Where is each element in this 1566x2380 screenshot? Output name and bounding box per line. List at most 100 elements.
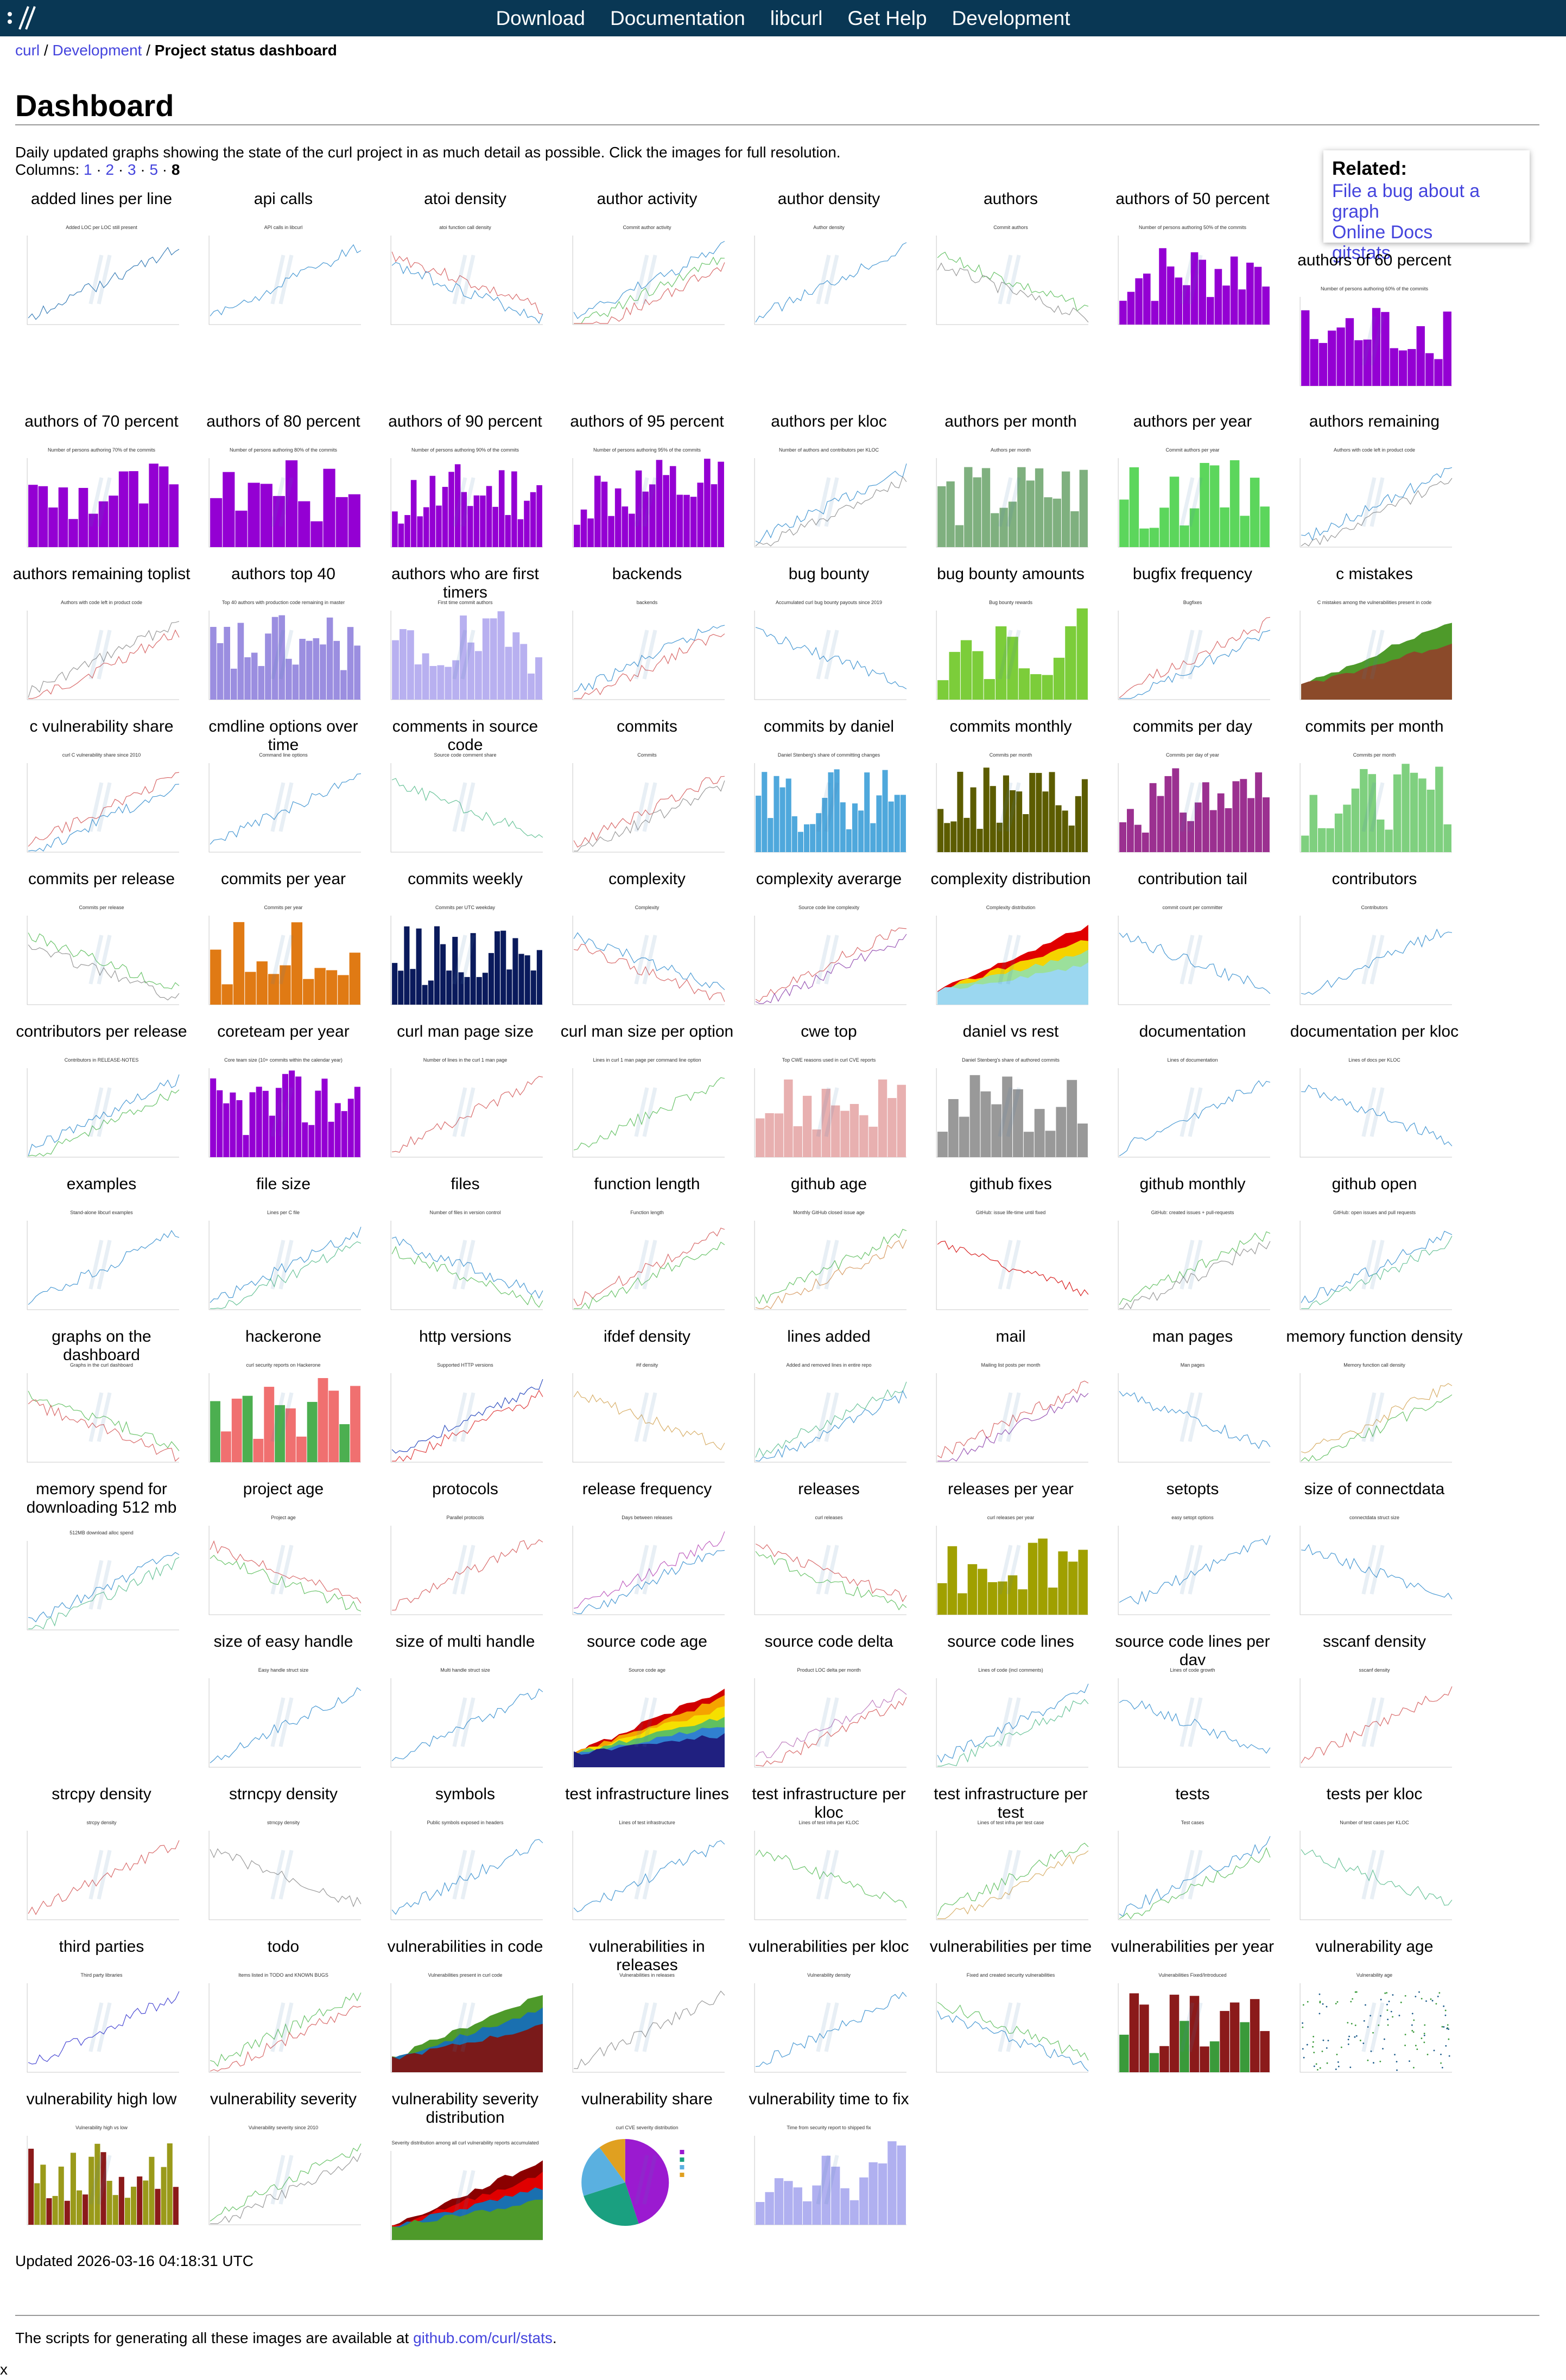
graph-thumbnail[interactable]: backends	[565, 598, 729, 709]
graph-thumbnail[interactable]: Monthly GitHub closed issue age	[747, 1208, 911, 1319]
graph-thumbnail[interactable]: easy setopt options	[1111, 1513, 1275, 1624]
graph-thumbnail[interactable]: Project age	[201, 1513, 365, 1624]
graph-thumbnail[interactable]: Lines in curl 1 man page per command lin…	[565, 1055, 729, 1166]
graph-thumbnail[interactable]: commit count per committer	[1111, 903, 1275, 1014]
graph-thumbnail[interactable]: Fixed and created security vulnerabiliti…	[929, 1970, 1093, 2081]
graph-thumbnail[interactable]: GitHub: issue life-time until fixed	[929, 1208, 1093, 1319]
graph-thumbnail[interactable]: strncpy density	[201, 1818, 365, 1929]
graph-thumbnail[interactable]: Vulnerabilities in releases	[565, 1970, 729, 2081]
graph-thumbnail[interactable]: Lines of test infrastructure	[565, 1818, 729, 1929]
graph-thumbnail[interactable]: curl security reports on Hackerone	[201, 1360, 365, 1471]
graph-thumbnail[interactable]: Number of lines in the curl 1 man page	[383, 1055, 547, 1166]
graph-thumbnail[interactable]: Command line options	[201, 750, 365, 861]
graph-thumbnail[interactable]: Man pages	[1111, 1360, 1275, 1471]
graph-thumbnail[interactable]: Commits	[565, 750, 729, 861]
graph-thumbnail[interactable]: connectdata struct size	[1292, 1513, 1456, 1624]
nav-get-help[interactable]: Get Help	[847, 7, 927, 29]
graph-thumbnail[interactable]: Added and removed lines in entire repo	[747, 1360, 911, 1471]
graph-thumbnail[interactable]: Multi handle struct size	[383, 1665, 547, 1776]
graph-thumbnail[interactable]: curl C vulnerability share since 2010	[20, 750, 183, 861]
graph-thumbnail[interactable]: Supported HTTP versions	[383, 1360, 547, 1471]
graph-thumbnail[interactable]: Vulnerabilities Fixed/Introduced	[1111, 1970, 1275, 2081]
graph-thumbnail[interactable]: Added LOC per LOC still present	[20, 223, 183, 334]
graph-thumbnail[interactable]: Author density	[747, 223, 911, 334]
graph-thumbnail[interactable]: curl releases	[747, 1513, 911, 1624]
graph-thumbnail[interactable]: Days between releases	[565, 1513, 729, 1624]
graph-thumbnail[interactable]: Complexity distribution	[929, 903, 1093, 1014]
related-link-gitstats[interactable]: gitstats	[1332, 243, 1391, 263]
graph-thumbnail[interactable]: Bug bounty rewards	[929, 598, 1093, 709]
graph-thumbnail[interactable]: Graphs in the curl dashboard	[20, 1360, 183, 1471]
graph-thumbnail[interactable]: Commits per day of year	[1111, 750, 1275, 861]
graph-thumbnail[interactable]: Commits per release	[20, 903, 183, 1014]
graph-thumbnail[interactable]: Stand-alone libcurl examples	[20, 1208, 183, 1319]
related-link-file-bug[interactable]: File a bug about a graph	[1332, 181, 1480, 222]
graph-thumbnail[interactable]: Lines of test infra per KLOC	[747, 1818, 911, 1929]
graph-thumbnail[interactable]: Contributors in RELEASE-NOTES	[20, 1055, 183, 1166]
graph-thumbnail[interactable]: Vulnerability high vs low	[20, 2123, 183, 2234]
graph-thumbnail[interactable]: API calls in libcurl	[201, 223, 365, 334]
graph-thumbnail[interactable]: Commit authors	[929, 223, 1093, 334]
related-link-online-docs[interactable]: Online Docs	[1332, 222, 1433, 243]
graph-thumbnail[interactable]: First time commit authors	[383, 598, 547, 709]
graph-thumbnail[interactable]: Source code comment share	[383, 750, 547, 861]
graph-thumbnail[interactable]: Lines of documentation	[1111, 1055, 1275, 1166]
graph-thumbnail[interactable]: Public symbols exposed in headers	[383, 1818, 547, 1929]
graph-thumbnail[interactable]: Mailing list posts per month	[929, 1360, 1093, 1471]
columns-option-1[interactable]: 1	[84, 161, 92, 178]
graph-thumbnail[interactable]: Accumulated curl bug bounty payouts sinc…	[747, 598, 911, 709]
graph-thumbnail[interactable]: Bugfixes	[1111, 598, 1275, 709]
graph-thumbnail[interactable]: Lines of code (incl comments)	[929, 1665, 1093, 1776]
graph-thumbnail[interactable]: Vulnerabilities present in curl code	[383, 1970, 547, 2081]
breadcrumb-development[interactable]: Development	[52, 42, 142, 59]
graph-thumbnail[interactable]: strcpy density	[20, 1818, 183, 1929]
nav-download[interactable]: Download	[496, 7, 585, 29]
graph-thumbnail[interactable]: Function length	[565, 1208, 729, 1319]
graph-thumbnail[interactable]: curl releases per year	[929, 1513, 1093, 1624]
curl-logo-icon[interactable]	[5, 3, 38, 33]
graph-thumbnail[interactable]: Number of persons authoring 70% of the c…	[20, 445, 183, 556]
graph-thumbnail[interactable]: Core team size (10+ commits within the c…	[201, 1055, 365, 1166]
graph-thumbnail[interactable]: Number of persons authoring 95% of the c…	[565, 445, 729, 556]
graph-thumbnail[interactable]: GitHub: created issues + pull-requests	[1111, 1208, 1275, 1319]
graph-thumbnail[interactable]: Commits per month	[929, 750, 1093, 861]
graph-thumbnail[interactable]: Contributors	[1292, 903, 1456, 1014]
graph-thumbnail[interactable]: Vulnerability density	[747, 1970, 911, 2081]
graph-thumbnail[interactable]: Number of persons authoring 50% of the c…	[1111, 223, 1275, 334]
footer-stats-link[interactable]: github.com/curl/stats	[413, 2330, 553, 2346]
graph-thumbnail[interactable]: Vulnerability age	[1292, 1970, 1456, 2081]
graph-thumbnail[interactable]: Authors per month	[929, 445, 1093, 556]
breadcrumb-home[interactable]: curl	[15, 42, 40, 59]
graph-thumbnail[interactable]: Third party libraries	[20, 1970, 183, 2081]
graph-thumbnail[interactable]: Lines of test infra per test case	[929, 1818, 1093, 1929]
graph-thumbnail[interactable]: Number of persons authoring 90% of the c…	[383, 445, 547, 556]
graph-thumbnail[interactable]: Items listed in TODO and KNOWN BUGS	[201, 1970, 365, 2081]
columns-option-2[interactable]: 2	[105, 161, 115, 178]
graph-thumbnail[interactable]: 512MB download alloc spend	[20, 1528, 183, 1639]
graph-thumbnail[interactable]: Number of authors and contributors per K…	[747, 445, 911, 556]
graph-thumbnail[interactable]: #if density	[565, 1360, 729, 1471]
graph-thumbnail[interactable]: Commits per month	[1292, 750, 1456, 861]
graph-thumbnail[interactable]: Complexity	[565, 903, 729, 1014]
graph-thumbnail[interactable]: Authors with code left in product code	[20, 598, 183, 709]
graph-thumbnail[interactable]: Lines per C file	[201, 1208, 365, 1319]
graph-thumbnail[interactable]: Top CWE reasons used in curl CVE reports	[747, 1055, 911, 1166]
graph-thumbnail[interactable]: Memory function call density	[1292, 1360, 1456, 1471]
nav-development[interactable]: Development	[952, 7, 1070, 29]
graph-thumbnail[interactable]: Time from security report to shipped fix	[747, 2123, 911, 2234]
graph-thumbnail[interactable]: Vulnerability severity since 2010	[201, 2123, 365, 2234]
graph-thumbnail[interactable]: C mistakes among the vulnerabilities pre…	[1292, 598, 1456, 709]
graph-thumbnail[interactable]: Commit authors per year	[1111, 445, 1275, 556]
graph-thumbnail[interactable]: Lines of code growth	[1111, 1665, 1275, 1776]
graph-thumbnail[interactable]: Source code age	[565, 1665, 729, 1776]
nav-documentation[interactable]: Documentation	[610, 7, 745, 29]
graph-thumbnail[interactable]: Number of files in version control	[383, 1208, 547, 1319]
graph-thumbnail[interactable]: Commit author activity	[565, 223, 729, 334]
graph-thumbnail[interactable]: Parallel protocols	[383, 1513, 547, 1624]
graph-thumbnail[interactable]: Top 40 authors with production code rema…	[201, 598, 365, 709]
graph-thumbnail[interactable]: curl CVE severity distribution	[565, 2123, 729, 2234]
graph-thumbnail[interactable]: GitHub: open issues and pull requests	[1292, 1208, 1456, 1319]
graph-thumbnail[interactable]: Number of test cases per KLOC	[1292, 1818, 1456, 1929]
graph-thumbnail[interactable]: Number of persons authoring 80% of the c…	[201, 445, 365, 556]
graph-thumbnail[interactable]: Authors with code left in product code	[1292, 445, 1456, 556]
